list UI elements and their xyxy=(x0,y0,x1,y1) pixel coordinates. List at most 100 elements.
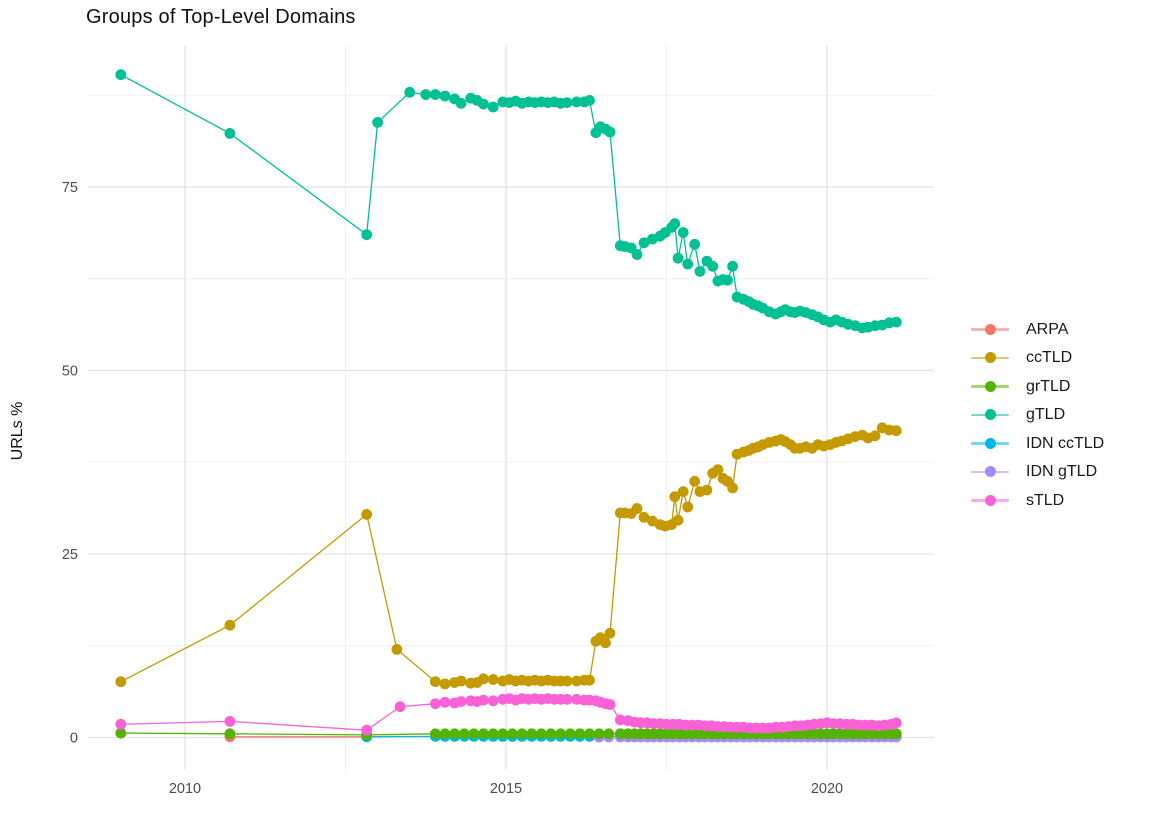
data-point xyxy=(631,503,643,514)
data-point xyxy=(584,728,595,740)
data-point xyxy=(571,96,582,108)
y-axis-title: URLs % xyxy=(9,401,26,461)
data-point xyxy=(727,482,738,494)
data-point xyxy=(439,728,451,740)
legend-item-label: ARPA xyxy=(1026,320,1069,338)
data-point xyxy=(455,97,467,109)
data-point xyxy=(561,97,573,108)
legend-key-icon xyxy=(971,348,1009,369)
legend-item-label: ccTLD xyxy=(1026,349,1073,366)
data-point xyxy=(115,676,127,688)
data-point xyxy=(455,696,467,707)
data-point xyxy=(604,699,616,710)
legend-key-icon xyxy=(971,490,1009,511)
legend-item: ARPA xyxy=(971,319,1104,340)
series-grtld xyxy=(115,727,902,741)
data-point xyxy=(631,249,643,260)
legend-item-label: IDN gTLD xyxy=(1026,463,1098,480)
legend-item: IDN gTLD xyxy=(971,462,1104,483)
legend-item: IDN ccTLD xyxy=(971,433,1104,454)
data-point xyxy=(115,718,127,730)
data-point xyxy=(478,673,489,685)
data-point xyxy=(722,274,733,286)
data-point xyxy=(545,728,557,740)
data-point xyxy=(507,728,518,740)
y-tick-label: 25 xyxy=(62,547,78,563)
legend-key-icon xyxy=(971,405,1009,426)
data-point xyxy=(584,95,595,106)
data-point xyxy=(890,316,902,328)
series-stld xyxy=(115,693,902,736)
x-tick-label: 2015 xyxy=(490,781,522,797)
data-point xyxy=(890,717,902,729)
data-point xyxy=(487,101,499,113)
series-gtld xyxy=(115,69,902,334)
data-point xyxy=(669,218,681,230)
chart-title: Groups of Top-Level Domains xyxy=(86,6,356,28)
data-point xyxy=(394,701,406,713)
data-point xyxy=(890,425,902,437)
legend-item: grTLD xyxy=(971,376,1104,397)
data-point xyxy=(361,229,373,241)
data-point xyxy=(638,237,650,249)
y-tick-label: 50 xyxy=(62,364,78,380)
legend-key-icon xyxy=(971,376,1009,397)
data-point xyxy=(672,514,684,526)
data-point xyxy=(682,258,694,270)
data-point xyxy=(430,676,441,688)
data-point xyxy=(727,260,738,272)
data-point xyxy=(593,728,605,740)
y-axis-labels: 0 25 50 75 xyxy=(62,180,78,747)
data-point xyxy=(869,430,881,442)
x-tick-label: 2010 xyxy=(169,781,201,797)
legend-item-label: gTLD xyxy=(1026,406,1066,423)
data-point xyxy=(468,728,480,740)
legend-item-label: grTLD xyxy=(1026,377,1071,395)
legend-key-icon xyxy=(971,462,1009,483)
data-point xyxy=(561,693,573,705)
data-point xyxy=(689,238,701,250)
y-tick-label: 0 xyxy=(70,731,78,747)
data-point xyxy=(478,694,489,706)
data-point xyxy=(478,728,489,740)
data-point xyxy=(439,90,451,102)
data-point xyxy=(682,501,694,513)
data-point xyxy=(677,227,689,238)
legend-item: sTLD xyxy=(971,490,1104,511)
data-point xyxy=(487,695,499,707)
data-point xyxy=(638,511,650,523)
data-point xyxy=(449,728,460,740)
data-point xyxy=(487,674,499,685)
grid-major xyxy=(88,45,934,770)
data-point xyxy=(115,727,127,739)
data-point xyxy=(712,464,724,475)
data-point xyxy=(574,728,586,740)
data-point xyxy=(561,675,573,687)
data-point xyxy=(458,728,470,740)
grid-minor xyxy=(88,45,934,770)
data-point xyxy=(455,675,467,687)
series-arpa xyxy=(224,731,373,743)
data-point xyxy=(439,678,451,690)
data-point xyxy=(555,728,566,740)
data-point xyxy=(600,637,611,649)
data-point xyxy=(430,89,441,100)
x-axis-labels: 2010 2015 2020 xyxy=(169,781,843,797)
legend: ARPA ccTLD grTLD gTLD IDN ccTLD xyxy=(971,319,1104,511)
data-point xyxy=(420,89,432,100)
data-point xyxy=(372,117,383,128)
x-tick-label: 2020 xyxy=(811,781,843,797)
data-point xyxy=(224,728,236,740)
data-point xyxy=(694,266,706,277)
series-cctld xyxy=(115,422,902,690)
data-point xyxy=(430,698,441,710)
series-line xyxy=(120,74,897,329)
data-point xyxy=(497,728,509,740)
legend-key-icon xyxy=(971,433,1009,454)
data-point xyxy=(701,484,713,496)
data-point xyxy=(890,728,902,740)
data-point xyxy=(672,252,684,264)
data-point xyxy=(391,644,403,655)
